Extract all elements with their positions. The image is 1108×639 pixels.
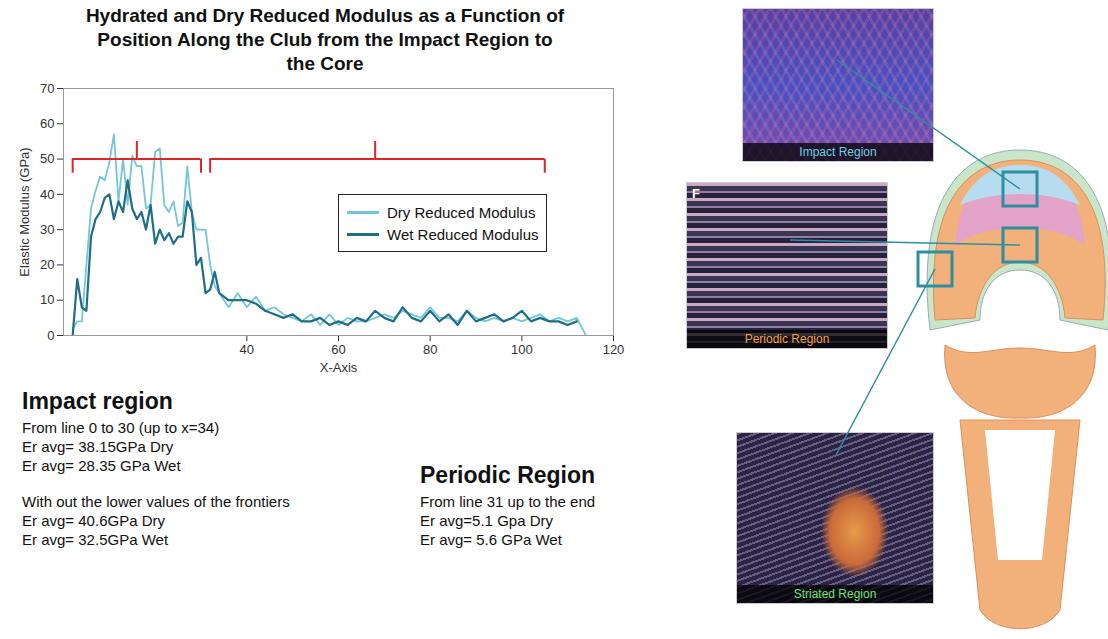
html-text:Er avg= 38.15GPa Dry: Er avg= 38.15GPa Dry xyxy=(22,438,174,455)
svg-text:70: 70 xyxy=(40,81,54,96)
svg-text:50: 50 xyxy=(40,151,54,166)
html-text:Er avg= 32.5GPa Wet: Er avg= 32.5GPa Wet xyxy=(22,531,169,548)
html-text:From line 0 to 30 (up to x=34): From line 0 to 30 (up to x=34) xyxy=(22,419,220,436)
html-text:Periodic Region: Periodic Region xyxy=(744,332,830,346)
svg-text:30: 30 xyxy=(40,222,54,237)
html-text:Wet Reduced Modulus: Wet Reduced Modulus xyxy=(387,225,539,243)
html-text:Impact Region: Impact Region xyxy=(799,145,877,159)
html-text:Impact region: Impact region xyxy=(22,388,173,414)
svg-text:10: 10 xyxy=(40,292,54,307)
html-text:Er avg= 28.35 GPa Wet: Er avg= 28.35 GPa Wet xyxy=(22,457,181,474)
html-text:From line 31 up to the end: From line 31 up to the end xyxy=(420,493,596,510)
svg-text:80: 80 xyxy=(423,342,437,357)
html-text:Er avg=5.1 Gpa Dry: Er avg=5.1 Gpa Dry xyxy=(420,512,553,529)
svg-text:40: 40 xyxy=(240,342,254,357)
html-text:Er avg= 5.6 GPa Wet: Er avg= 5.6 GPa Wet xyxy=(420,531,562,548)
html-text:Dry Reduced Modulus: Dry Reduced Modulus xyxy=(387,203,536,221)
svg-text:120: 120 xyxy=(603,342,625,357)
html-text:With out the lower values of t: With out the lower values of the frontie… xyxy=(22,493,290,510)
svg-text:X-Axis: X-Axis xyxy=(320,360,358,375)
html-text:Periodic Region: Periodic Region xyxy=(420,462,596,488)
html-text:Er avg= 40.6GPa Dry: Er avg= 40.6GPa Dry xyxy=(22,512,165,529)
svg-text:40: 40 xyxy=(40,187,54,202)
html-text:Striated Region: Striated Region xyxy=(793,587,877,601)
svg-text:20: 20 xyxy=(40,257,54,272)
html-text:F: F xyxy=(692,186,700,201)
svg-text:0: 0 xyxy=(47,328,54,343)
svg-text:100: 100 xyxy=(511,342,533,357)
svg-text:60: 60 xyxy=(40,116,54,131)
svg-text:60: 60 xyxy=(331,342,345,357)
svg-text:Elastic Modulus (GPa): Elastic Modulus (GPa) xyxy=(17,147,32,276)
html-text:Hydrated and Dry Reduced Modul: Hydrated and Dry Reduced Modulus as a Fu… xyxy=(85,5,565,74)
